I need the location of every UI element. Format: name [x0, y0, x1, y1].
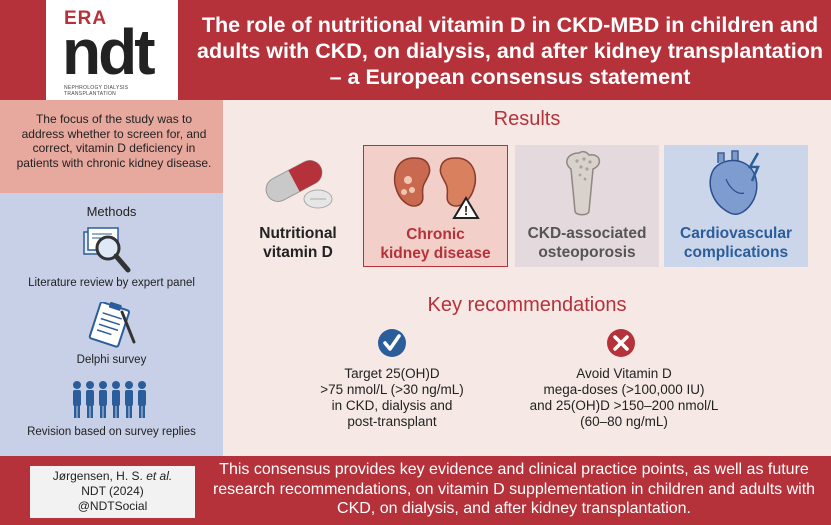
- logo-ndt-text: ndt: [62, 16, 155, 88]
- results-heading: Results: [493, 108, 561, 130]
- svg-text:!: !: [464, 203, 468, 218]
- footer-summary: This consensus provides key evidence and…: [212, 461, 816, 517]
- footer-banner: Jørgensen, H. S. et al. NDT (2024) @NDTS…: [0, 456, 831, 525]
- method-label-revision: Revision based on survey replies: [27, 426, 196, 438]
- ndt-logo: ERA ndt NEPHROLOGY DIALYSIS TRANSPLANTAT…: [46, 0, 178, 100]
- method-label-literature: Literature review by expert panel: [28, 277, 195, 289]
- citation-box: Jørgensen, H. S. et al. NDT (2024) @NDTS…: [30, 466, 195, 518]
- recommendations-heading: Key recommendations: [427, 294, 627, 316]
- citation-journal: NDT (2024): [81, 484, 144, 498]
- left-panel: The focus of the study was to address wh…: [0, 100, 223, 456]
- people-icon: [73, 381, 146, 418]
- result-card-cardiovascular: Cardiovascular complications: [664, 145, 808, 267]
- cross-icon: [607, 329, 635, 357]
- result-label-osteoporosis: CKD-associated osteoporosis: [527, 225, 647, 261]
- kidney-icon: !: [393, 157, 480, 219]
- citation-author-line: Jørgensen, H. S. et al.: [52, 469, 173, 483]
- result-card-vitamin-d: Nutritional vitamin D: [243, 145, 353, 267]
- result-label-ckd: Chronic kidney disease: [380, 226, 491, 262]
- magnifier-icon: [83, 227, 131, 273]
- results-panel: Results Nutritional vitamin D ! Chronic …: [223, 100, 831, 456]
- pill-icon: [265, 160, 333, 209]
- heart-icon: [709, 150, 760, 215]
- check-icon: [378, 329, 406, 357]
- methods-heading: Methods: [86, 204, 137, 219]
- result-label-cardiovascular: Cardiovascular complications: [680, 225, 792, 261]
- bone-icon: [566, 150, 601, 216]
- citation-social: @NDTSocial: [77, 499, 148, 513]
- recommendation-avoid: Avoid Vitamin D mega-doses (>100,000 IU)…: [529, 366, 719, 429]
- method-label-delphi: Delphi survey: [76, 354, 147, 366]
- focus-box: The focus of the study was to address wh…: [0, 100, 223, 193]
- recommendation-target: Target 25(OH)D >75 nmol/L (>30 ng/mL) in…: [320, 366, 464, 429]
- result-label-vitamin-d: Nutritional vitamin D: [259, 225, 337, 261]
- header-banner: ERA ndt NEPHROLOGY DIALYSIS TRANSPLANTAT…: [0, 0, 831, 100]
- logo-era-text: ERA: [64, 8, 108, 29]
- result-card-ckd: ! Chronic kidney disease: [363, 145, 508, 267]
- focus-text: The focus of the study was to address wh…: [16, 112, 212, 170]
- clipboard-icon: [88, 302, 136, 348]
- logo-subtitle: NEPHROLOGY DIALYSIS TRANSPLANTATION: [64, 85, 129, 97]
- result-card-osteoporosis: CKD-associated osteoporosis: [515, 145, 659, 267]
- page-title: The role of nutritional vitamin D in CKD…: [197, 13, 823, 89]
